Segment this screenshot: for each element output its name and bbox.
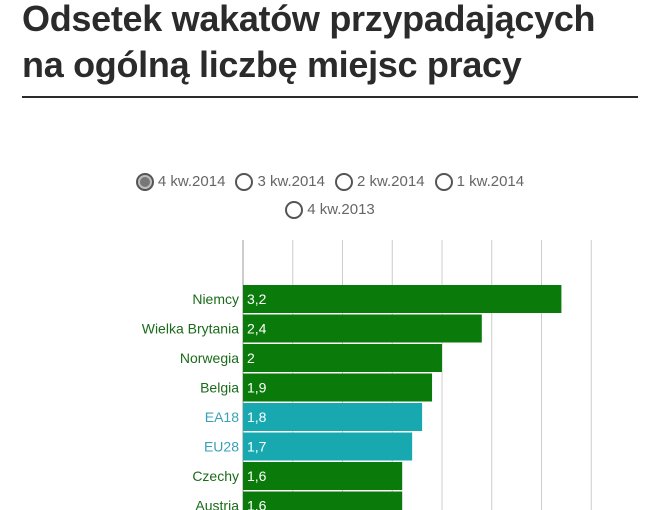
bar[interactable] [243,344,442,372]
bar[interactable] [243,373,433,402]
bar[interactable] [243,403,423,431]
period-option-2kw2014[interactable]: 2 kw.2014 [335,168,425,196]
bar[interactable] [243,491,403,510]
category-label: EU28 [204,439,239,455]
category-label: EA18 [205,409,239,425]
period-row-1: 4 kw.2014 3 kw.2014 2 kw.2014 1 kw.2014 [0,168,660,196]
category-label: Niemcy [192,291,239,307]
period-label: 1 kw.2014 [456,173,525,190]
period-option-4kw2013[interactable]: 4 kw.2013 [285,196,375,224]
bar-chart: Niemcy 3,2 Wielka Brytania 2,4 Norwegia 2 Belg… [142,240,592,510]
radio-icon[interactable] [285,201,304,219]
value-label: 1,6 [247,468,267,484]
value-label: 3,2 [247,291,267,307]
bar[interactable] [243,285,562,313]
bar[interactable] [243,462,403,490]
category-label: Czechy [192,468,239,484]
title-underline [22,96,638,98]
bar[interactable] [243,432,413,461]
category-label: Norwegia [180,350,239,366]
period-label: 2 kw.2014 [357,173,425,190]
category-label: Belgia [200,380,239,396]
value-label: 2 [247,350,255,366]
period-label: 4 kw.2014 [157,173,226,190]
value-label: 1,6 [247,498,267,510]
period-selector: 4 kw.2014 3 kw.2014 2 kw.2014 1 kw.2014 … [0,168,660,224]
period-label: 3 kw.2014 [257,173,325,190]
value-label: 1,9 [247,380,267,396]
radio-selected-icon[interactable] [135,173,154,191]
period-row-2: 4 kw.2013 [0,196,660,224]
value-label: 1,7 [247,439,267,455]
period-option-1kw2014[interactable]: 1 kw.2014 [434,168,525,196]
radio-icon[interactable] [235,173,254,191]
value-label: 2,4 [247,321,267,337]
chart-title: Odsetek wakatów przypadających na ogólną… [22,0,596,85]
bar[interactable] [243,314,482,343]
category-label: Wielka Brytania [142,321,239,337]
period-label: 4 kw.2013 [307,201,375,218]
period-option-4kw2014[interactable]: 4 kw.2014 [135,168,226,196]
category-label: Austria [195,498,239,510]
value-label: 1,8 [247,409,267,425]
radio-icon[interactable] [434,173,453,191]
period-option-3kw2014[interactable]: 3 kw.2014 [235,168,325,196]
radio-icon[interactable] [335,173,353,191]
